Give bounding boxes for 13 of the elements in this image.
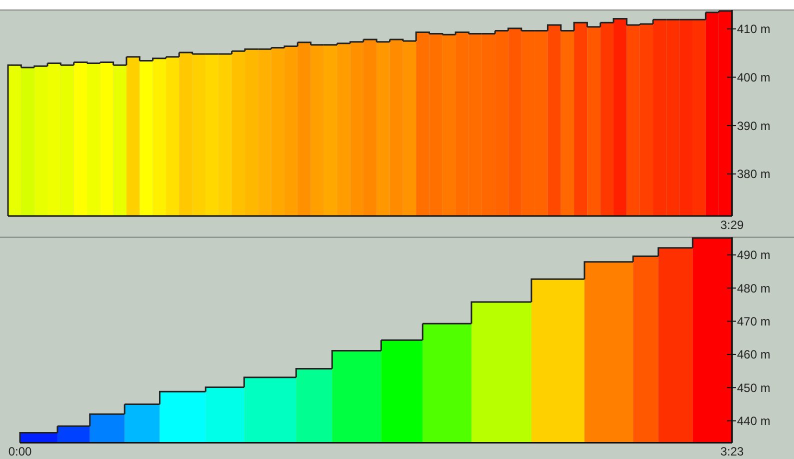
- x-tick-label: 0:00: [8, 444, 32, 459]
- y-tick-label: 440 m: [737, 414, 770, 428]
- y-tick-label: 410 m: [737, 22, 770, 36]
- text: 3:29: [720, 218, 744, 232]
- y-tick-label: 380 m: [737, 167, 770, 182]
- y-tick-label: 400 m: [737, 70, 770, 84]
- y-tick-label: 460 m: [737, 348, 770, 362]
- x-tick-label: 3:23: [720, 444, 744, 459]
- y-tick-label: 470 m: [737, 314, 770, 328]
- y-tick-label: 490 m: [737, 248, 770, 262]
- y-tick-label: 450 m: [737, 380, 770, 395]
- y-tick-label: 390 m: [737, 118, 770, 133]
- y-tick-label: 480 m: [737, 281, 770, 296]
